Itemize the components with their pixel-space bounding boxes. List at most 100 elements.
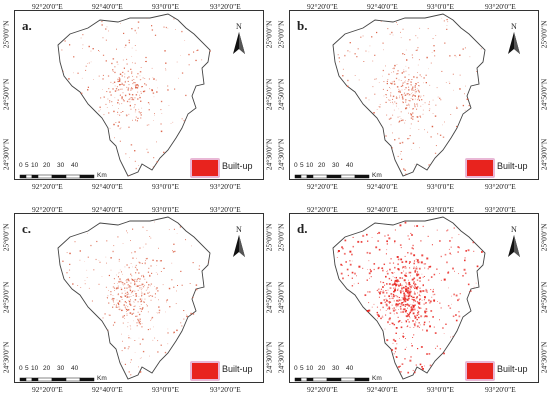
builtup-pixels [61, 18, 211, 177]
north-arrow-icon [508, 235, 520, 257]
north-label: N [236, 225, 242, 234]
coord-label-top: 93°20'0"E [210, 2, 241, 11]
scale-number: 20 [43, 365, 51, 372]
scale-number: 30 [332, 365, 340, 372]
coord-label-left: 25°0'0"N [276, 223, 286, 252]
coord-label-bottom: 92°40'0"E [367, 385, 398, 394]
legend-swatch [465, 361, 495, 381]
coord-label-right: 25°0'0"N [539, 20, 549, 49]
scale-unit: Km [97, 375, 107, 382]
scale-unit: Km [97, 172, 107, 179]
coord-label-top: 93°0'0"E [152, 2, 179, 11]
coord-label-bottom: 92°40'0"E [92, 385, 123, 394]
scale-unit: Km [372, 375, 382, 382]
legend-swatch [190, 361, 220, 381]
north-label: N [236, 22, 242, 31]
coord-label-bottom: 93°20'0"E [210, 385, 241, 394]
scale-number: 10 [31, 162, 39, 169]
scale-number: 10 [306, 365, 314, 372]
scale-number: 5 [25, 365, 29, 372]
legend-swatch [465, 158, 495, 178]
panel-label: d. [297, 221, 308, 236]
coord-label-top: 92°20'0"E [32, 2, 63, 11]
scale-unit: Km [372, 172, 382, 179]
north-arrow-icon [233, 235, 245, 257]
coord-label-bottom: 93°20'0"E [210, 182, 241, 191]
coord-label-top: 93°20'0"E [485, 205, 516, 214]
north-label: N [511, 225, 517, 234]
scale-bar [19, 377, 95, 382]
scale-number: 20 [318, 365, 326, 372]
coord-label-right: 24°50'0"N [539, 281, 549, 314]
north-arrow-icon [233, 32, 245, 54]
coord-label-bottom: 93°0'0"E [152, 182, 179, 191]
legend-label: Built-up [497, 364, 528, 374]
scale-number: 30 [332, 162, 340, 169]
coord-label-right: 24°30'0"N [539, 341, 549, 374]
coord-label-left: 24°30'0"N [1, 138, 11, 171]
map-panel-b: b. 92°20'0"E 92°40'0"E 93°0'0"E 93°20'0"E 92°… [275, 0, 550, 203]
coord-label-right: 25°0'0"N [264, 223, 274, 252]
scale-number: 10 [306, 162, 314, 169]
coord-label-right: 24°30'0"N [264, 341, 274, 374]
coord-label-left: 24°50'0"N [1, 281, 11, 314]
coord-label-bottom: 93°20'0"E [485, 385, 516, 394]
coord-label-right: 24°30'0"N [539, 138, 549, 171]
scale-bar [19, 174, 95, 179]
legend-swatch [190, 158, 220, 178]
district-map [57, 13, 211, 177]
map-panel-d: d. 92°20'0"E 92°40'0"E 93°0'0"E 93°20'0"E 92°… [275, 203, 550, 406]
scale-number: 5 [25, 162, 29, 169]
scale-number: 10 [31, 365, 39, 372]
panel-label: a. [22, 18, 32, 33]
coord-label-top: 93°0'0"E [427, 205, 454, 214]
coord-label-bottom: 93°0'0"E [152, 385, 179, 394]
coord-label-top: 92°40'0"E [367, 205, 398, 214]
coord-label-bottom: 92°40'0"E [92, 182, 123, 191]
builtup-pixels [337, 17, 482, 175]
scale-number: 30 [57, 162, 65, 169]
coord-label-left: 24°50'0"N [276, 78, 286, 111]
scale-number: 0 [19, 365, 23, 372]
coord-label-top: 93°0'0"E [427, 2, 454, 11]
coord-label-right: 24°50'0"N [264, 281, 274, 314]
panel-label: b. [297, 18, 308, 33]
coord-label-left: 24°30'0"N [1, 341, 11, 374]
north-label: N [511, 22, 517, 31]
coord-label-bottom: 93°0'0"E [427, 182, 454, 191]
coord-label-top: 93°20'0"E [485, 2, 516, 11]
coord-label-top: 92°40'0"E [92, 2, 123, 11]
coord-label-right: 25°0'0"N [264, 20, 274, 49]
coord-label-bottom: 92°40'0"E [367, 182, 398, 191]
coord-label-left: 24°50'0"N [276, 281, 286, 314]
scale-number: 40 [346, 365, 354, 372]
scale-number: 20 [43, 162, 51, 169]
coord-label-top: 93°0'0"E [152, 205, 179, 214]
coord-label-top: 93°20'0"E [210, 205, 241, 214]
scale-number: 40 [71, 162, 79, 169]
coord-label-right: 24°50'0"N [264, 78, 274, 111]
district-boundary [57, 216, 211, 380]
map-panel-c: c. 92°20'0"E 92°40'0"E 93°0'0"E 93°20'0"E 92°… [0, 203, 275, 406]
scale-number: 0 [294, 365, 298, 372]
scale-bar [294, 174, 370, 179]
coord-label-right: 25°0'0"N [539, 223, 549, 252]
district-map [332, 13, 486, 177]
district-boundary [57, 13, 211, 177]
coord-label-top: 92°20'0"E [307, 2, 338, 11]
legend-label: Built-up [497, 161, 528, 171]
coord-label-top: 92°40'0"E [367, 2, 398, 11]
scale-number: 20 [318, 162, 326, 169]
coord-label-left: 25°0'0"N [276, 20, 286, 49]
district-map [332, 216, 486, 380]
coord-label-right: 24°30'0"N [264, 138, 274, 171]
coord-label-left: 25°0'0"N [1, 20, 11, 49]
district-boundary [332, 13, 486, 177]
coord-label-left: 24°30'0"N [276, 341, 286, 374]
district-map [57, 216, 211, 380]
builtup-pixels [62, 221, 210, 376]
scale-number: 0 [294, 162, 298, 169]
panel-label: c. [22, 221, 32, 236]
coord-label-left: 24°50'0"N [1, 78, 11, 111]
legend-label: Built-up [222, 364, 253, 374]
